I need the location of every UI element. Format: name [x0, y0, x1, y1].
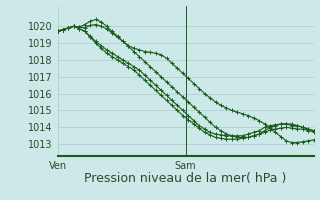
X-axis label: Pression niveau de la mer( hPa ): Pression niveau de la mer( hPa ): [84, 172, 287, 185]
